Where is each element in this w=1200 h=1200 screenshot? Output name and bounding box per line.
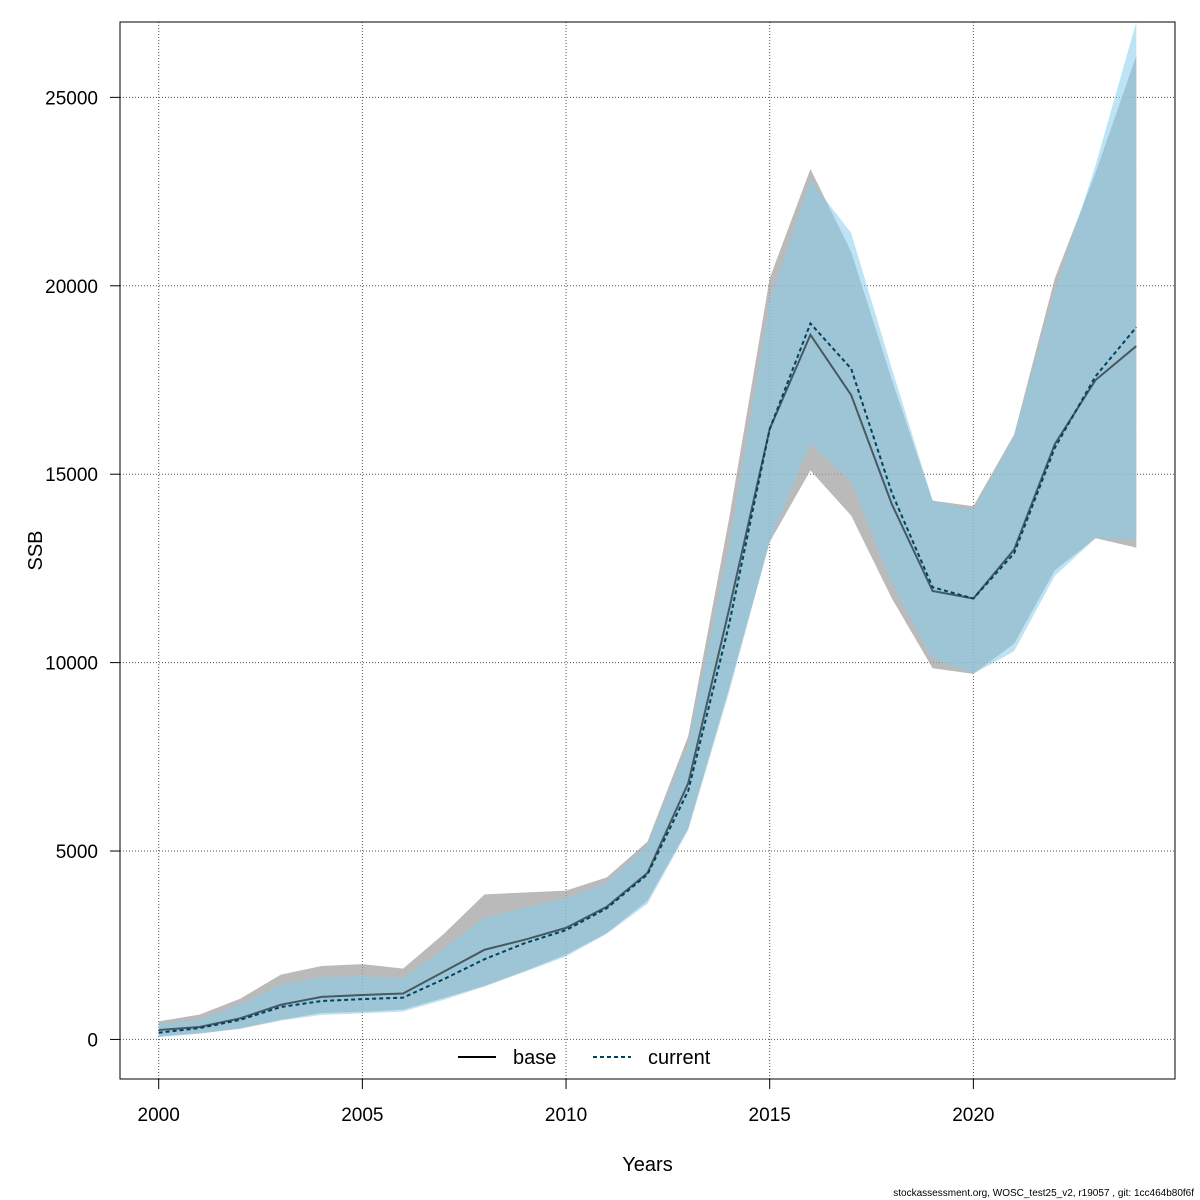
x-axis-label: Years (622, 1154, 672, 1176)
series-lines (158, 321, 1138, 1034)
y-tick-label: 15000 (45, 465, 98, 486)
y-axis-label: SSB (25, 530, 47, 570)
x-tick-label: 2005 (341, 1105, 383, 1126)
y-tick-label: 0 (87, 1030, 98, 1051)
legend-label-base: base (513, 1047, 556, 1069)
y-tick-label: 25000 (45, 88, 98, 109)
x-tick-label: 2010 (545, 1105, 587, 1126)
x-tick-label: 2015 (749, 1105, 791, 1126)
legend-label-current: current (648, 1047, 711, 1069)
legend: base current (458, 1047, 711, 1069)
y-tick-label: 20000 (45, 277, 98, 298)
confidence-bands (158, 22, 1137, 1038)
y-tick-label: 5000 (56, 842, 98, 863)
confidence-band-current (158, 22, 1137, 1038)
x-tick-label: 2000 (138, 1105, 180, 1126)
y-axis: 0 5000 10000 15000 20000 25000 (45, 88, 121, 1051)
series-line-base (158, 332, 1137, 1032)
y-tick-label: 10000 (45, 654, 98, 675)
x-axis: 2000 2005 2010 2015 2020 (138, 1078, 995, 1126)
series-line-current (158, 321, 1138, 1034)
grid (120, 22, 1175, 1079)
footer-source-text: stockassessment.org, WOSC_test25_v2, r19… (893, 1188, 1194, 1199)
x-tick-label: 2020 (952, 1105, 994, 1126)
